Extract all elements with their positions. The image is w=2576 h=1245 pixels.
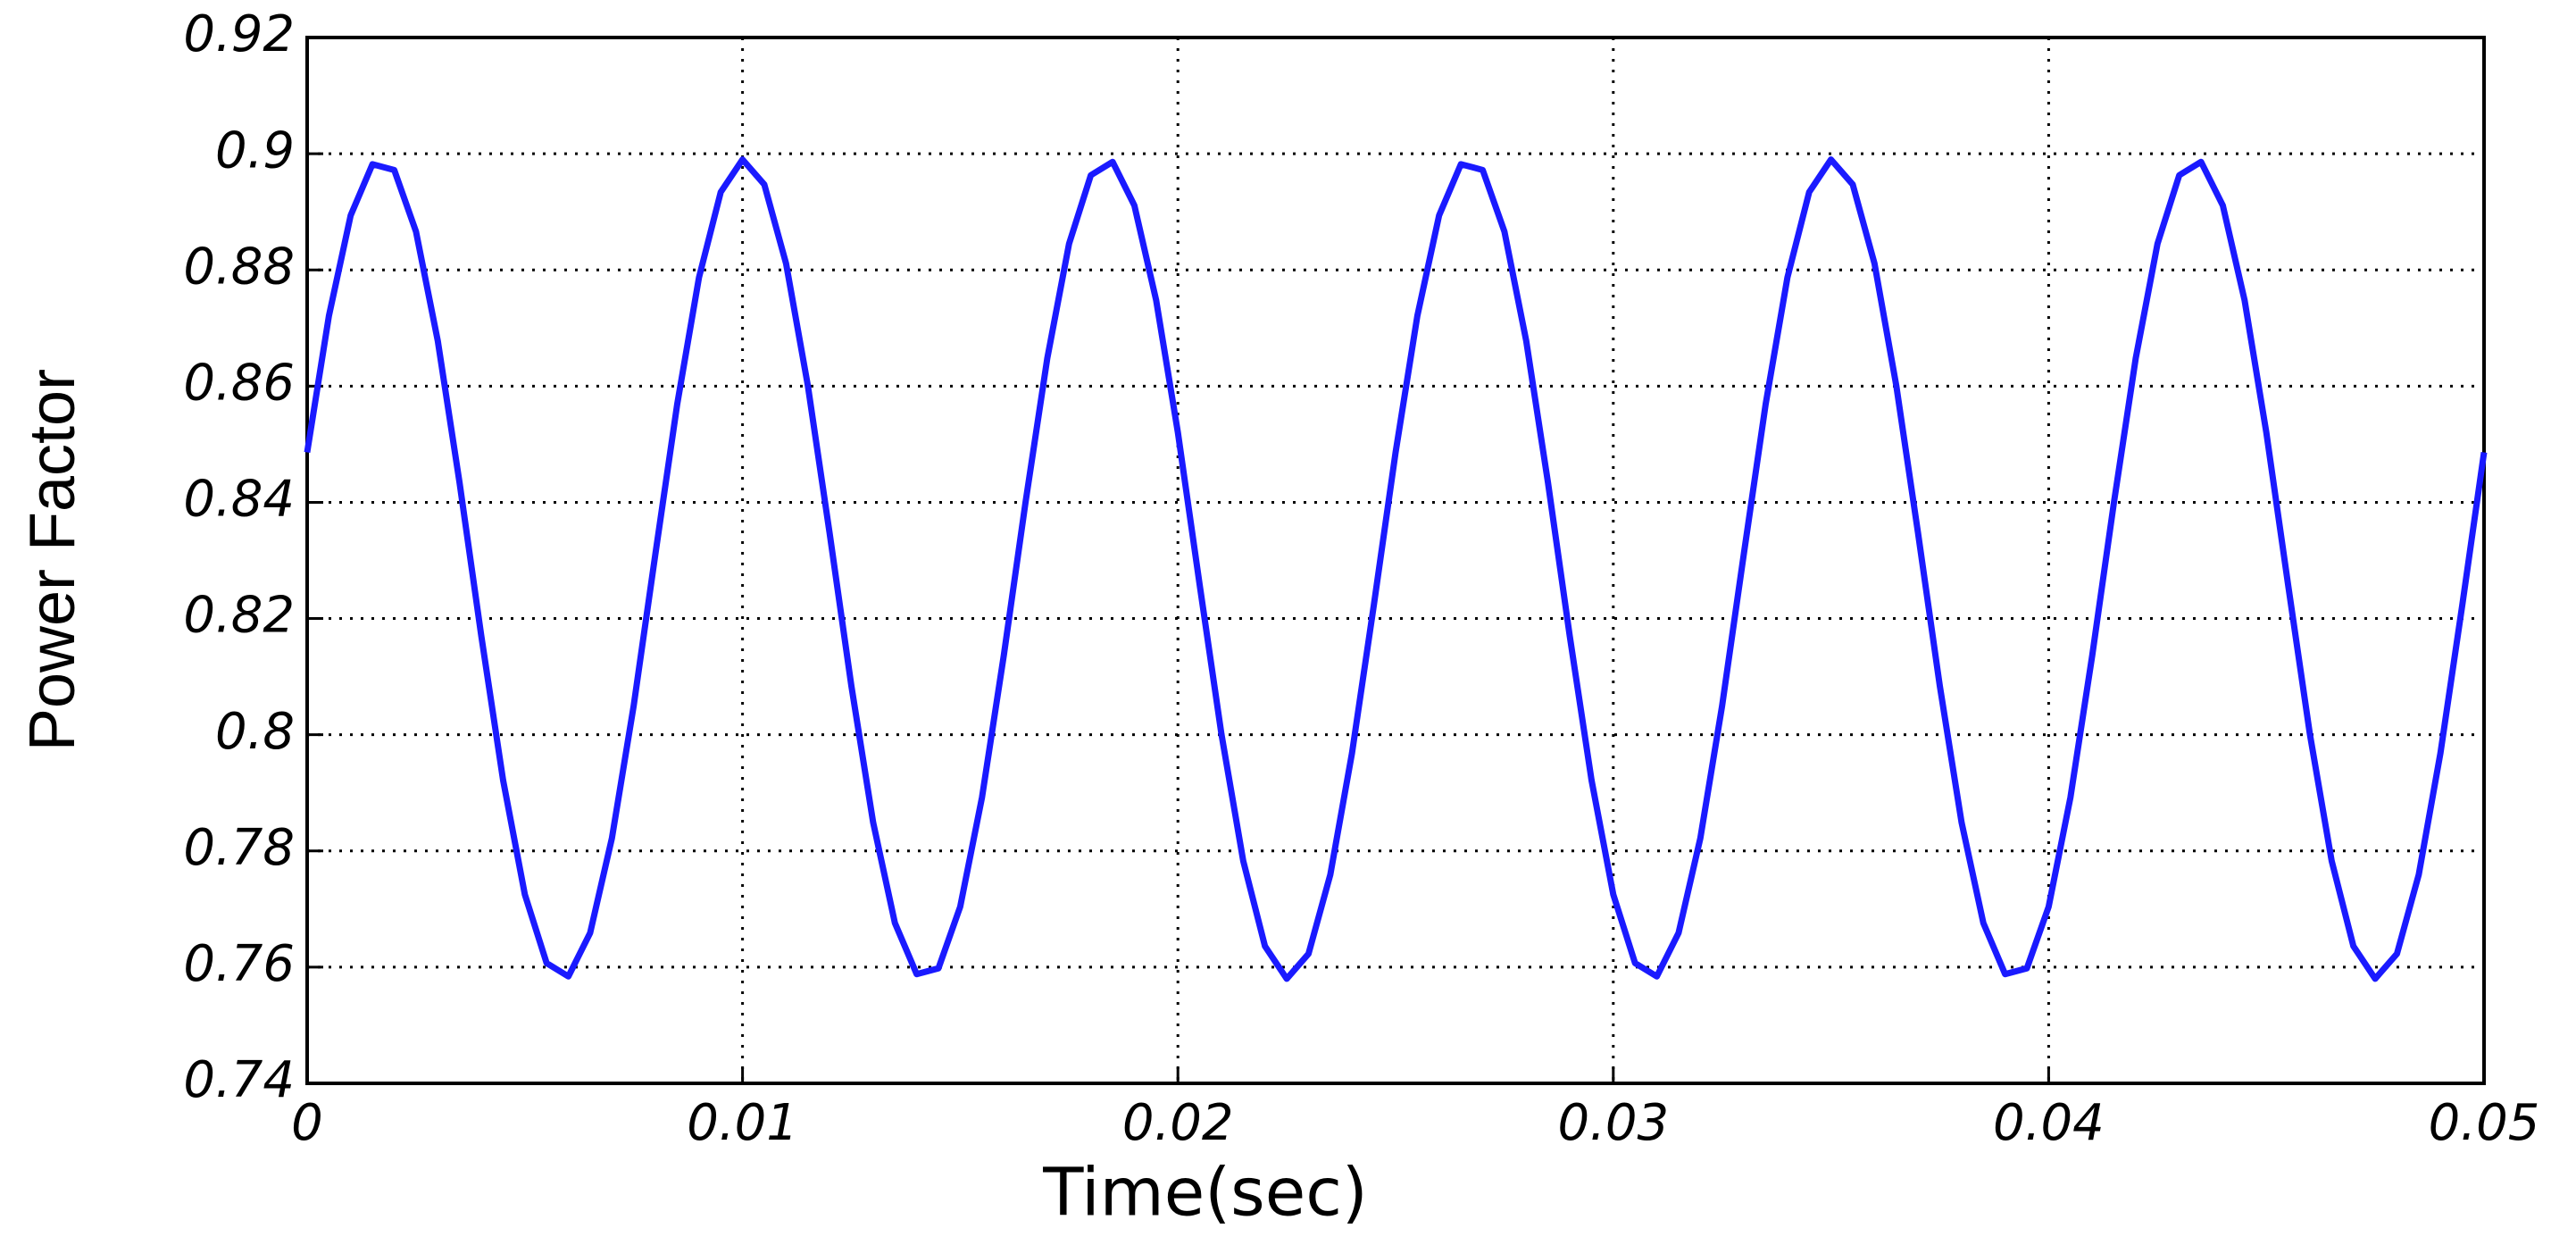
y-tick-label: 0.74 bbox=[183, 1051, 295, 1109]
x-tick-label: 0.03 bbox=[1557, 1094, 1669, 1152]
y-tick-label: 0.88 bbox=[183, 238, 295, 296]
y-tick-label: 0.76 bbox=[183, 935, 295, 993]
y-tick-label: 0.78 bbox=[183, 819, 295, 877]
x-tick-label: 0 bbox=[291, 1094, 323, 1152]
x-tick-label: 0.01 bbox=[687, 1094, 798, 1152]
y-axis-label: Power Factor bbox=[17, 369, 88, 751]
y-tick-label: 0.84 bbox=[183, 471, 295, 529]
x-tick-label: 0.04 bbox=[1993, 1094, 2105, 1152]
y-tick-label: 0.9 bbox=[215, 121, 295, 180]
x-tick-label: 0.02 bbox=[1122, 1094, 1234, 1152]
y-tick-label: 0.82 bbox=[183, 587, 295, 645]
y-tick-label: 0.86 bbox=[183, 354, 295, 412]
x-axis-label: Time(sec) bbox=[1042, 1155, 1368, 1232]
y-tick-label: 0.8 bbox=[215, 703, 295, 761]
plot-frame bbox=[305, 36, 2486, 1085]
x-tick-label: 0.05 bbox=[2429, 1094, 2540, 1152]
data-line bbox=[304, 156, 2488, 982]
y-tick-label: 0.92 bbox=[183, 5, 295, 63]
